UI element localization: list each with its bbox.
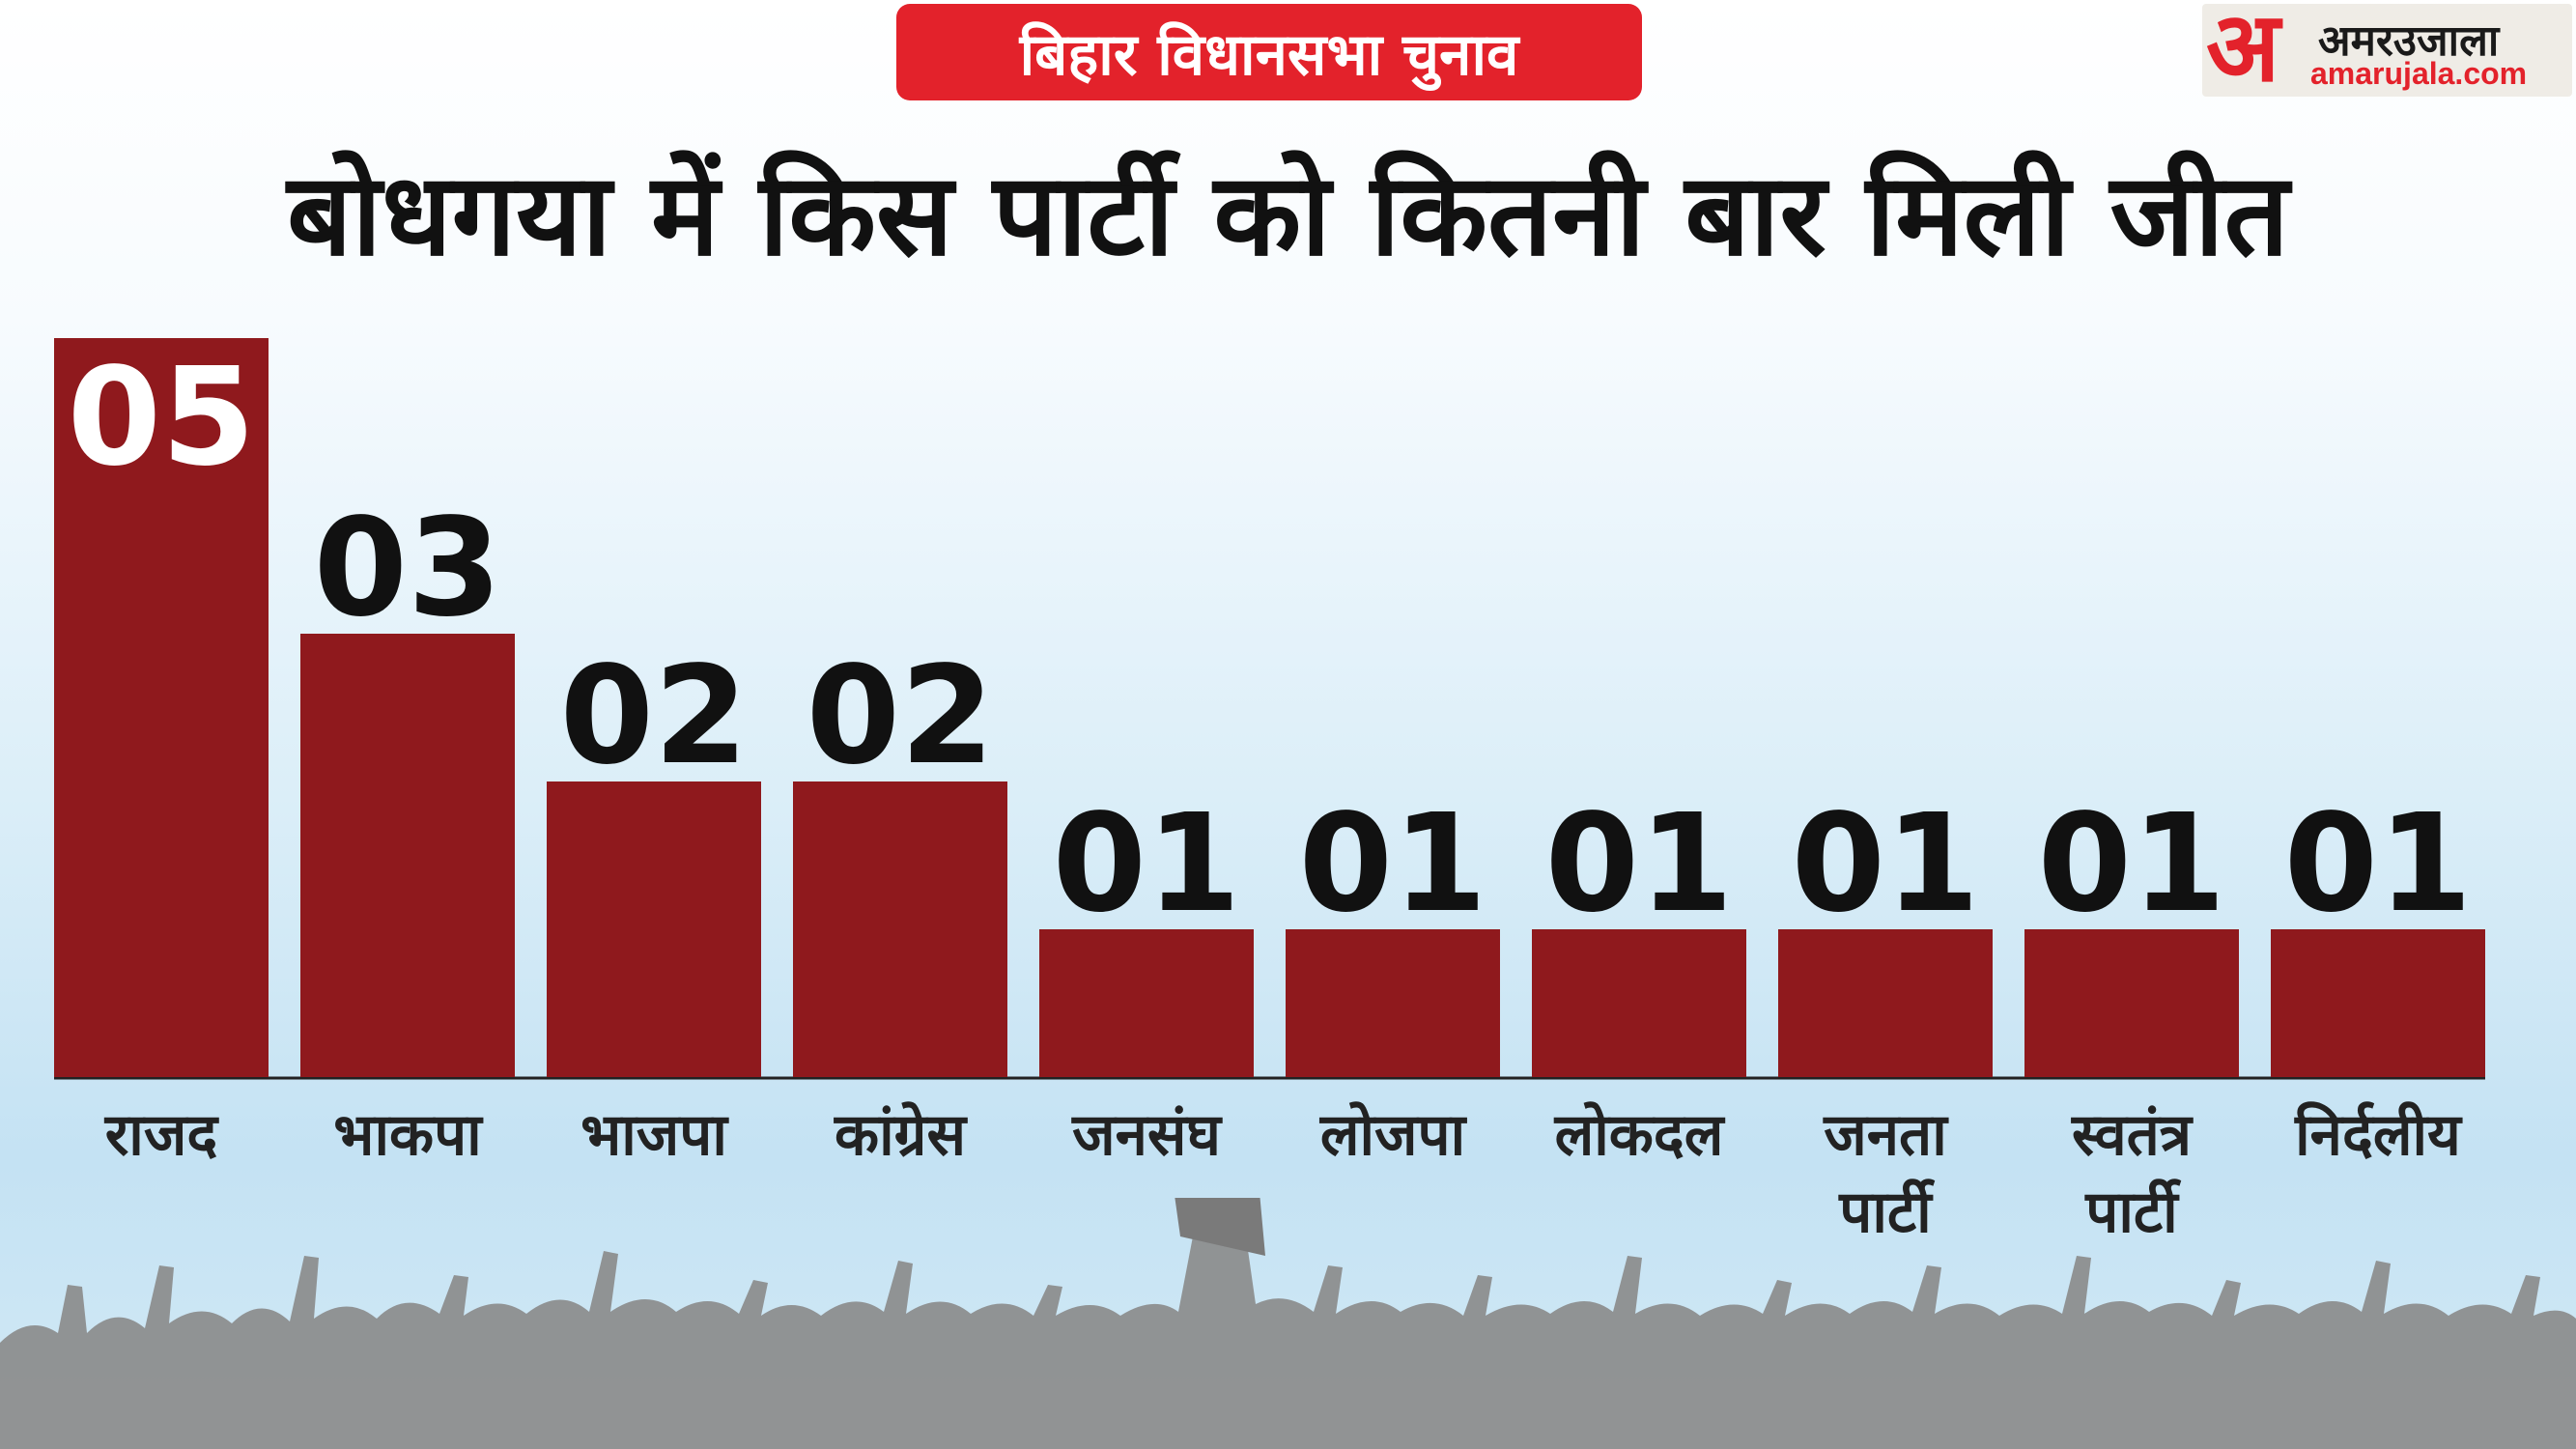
logo-mark: अ <box>2206 4 2280 97</box>
bar <box>54 338 269 1077</box>
bar <box>1286 929 1500 1077</box>
logo-url: amarujala.com <box>2310 56 2528 91</box>
crowd-shape <box>0 1217 2576 1449</box>
bar <box>1532 929 1746 1077</box>
bar <box>1039 929 1254 1077</box>
bar-value-label: 01 <box>2038 785 2226 943</box>
bar <box>1778 929 1993 1077</box>
x-tick-label: कांग्रेस <box>834 1101 968 1169</box>
election-tag: बिहार विधानसभा चुनाव <box>896 4 1642 100</box>
x-tick-label: जनसंघ <box>1071 1101 1223 1169</box>
bar <box>2024 929 2239 1077</box>
chart-title: बोधगया में किस पार्टी को कितनी बार मिली … <box>287 148 2289 281</box>
x-tick-label: स्वतंत्र <box>2071 1101 2194 1169</box>
x-tick-label: लोकदल <box>1554 1101 1726 1169</box>
bar-value-label: 05 <box>68 339 256 497</box>
logo-name: अमरउजाला <box>2318 16 2500 66</box>
x-tick-label: जनता <box>1823 1101 1949 1169</box>
bar-value-label: 03 <box>314 490 502 647</box>
bar <box>2271 929 2485 1077</box>
bar <box>547 781 761 1077</box>
crowd-flag <box>1175 1198 1265 1256</box>
amar-ujala-logo[interactable]: अ अमरउजाला amarujala.com <box>2202 4 2572 97</box>
bar-value-label: 01 <box>2284 785 2473 943</box>
x-tick-label: भाकपा <box>333 1101 484 1169</box>
bar-value-label: 02 <box>560 638 749 795</box>
x-tick-label: पार्टी <box>1838 1179 1936 1246</box>
bar-value-label: 02 <box>807 638 995 795</box>
bar-value-label: 01 <box>1792 785 1980 943</box>
x-tick-label: पार्टी <box>2084 1179 2182 1246</box>
bar-value-label: 01 <box>1053 785 1241 943</box>
bar <box>793 781 1007 1077</box>
x-tick-label: निर्दलीय <box>2294 1101 2463 1169</box>
bar <box>300 634 515 1077</box>
bar-value-label: 01 <box>1299 785 1487 943</box>
crowd-silhouette <box>0 1198 2576 1449</box>
x-tick-label: राजद <box>104 1101 220 1169</box>
bar-value-label: 01 <box>1545 785 1734 943</box>
x-tick-label: लोजपा <box>1319 1101 1468 1169</box>
x-tick-label: भाजपा <box>580 1101 729 1169</box>
